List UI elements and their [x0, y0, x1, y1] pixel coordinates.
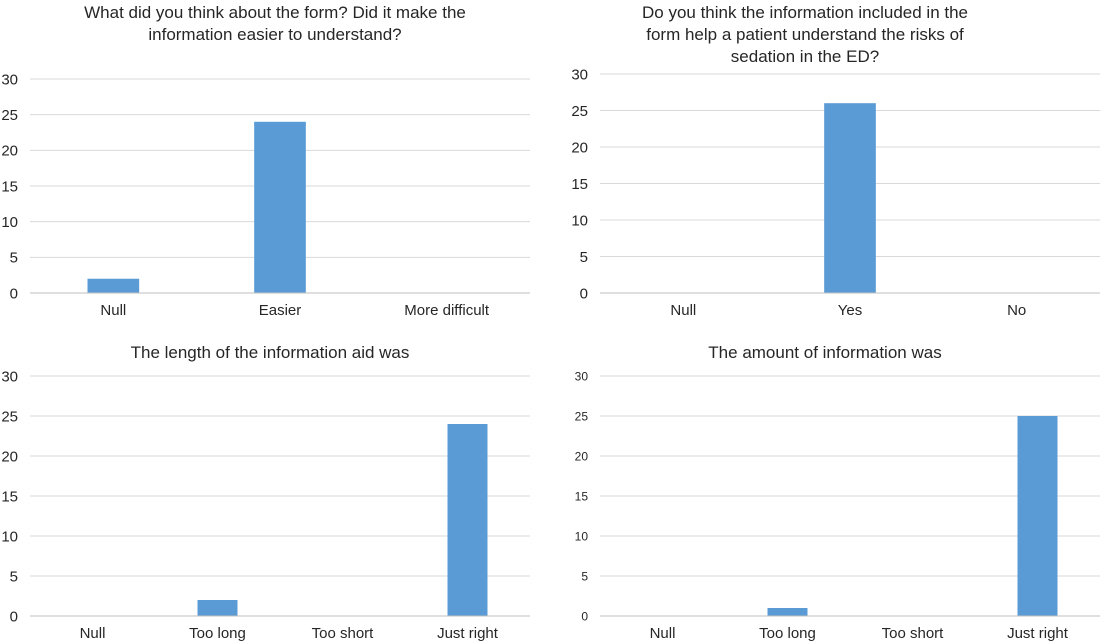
chart-form-understanding: What did you think about the form? Did i… — [0, 0, 545, 325]
y-tick-label: 25 — [1, 107, 18, 124]
y-tick-label: 15 — [575, 489, 589, 503]
y-tick-label: 10 — [571, 212, 588, 229]
x-tick-label: Too long — [759, 625, 816, 642]
y-tick-label: 30 — [1, 368, 18, 385]
x-tick-label: Just right — [437, 625, 499, 642]
y-tick-label: 15 — [1, 178, 18, 195]
y-tick-label: 25 — [1, 408, 18, 425]
y-tick-label: 15 — [1, 488, 18, 505]
y-tick-label: 20 — [571, 139, 588, 156]
x-tick-label: Null — [100, 302, 126, 319]
chart-title: What did you think about the form? Did i… — [84, 3, 466, 44]
chart-length-of-aid: The length of the information aid was 0 5… — [0, 330, 545, 644]
chart-plot: 0 5 10 15 20 25 30 Null Easier More difficult — [1, 71, 530, 319]
y-tick-label: 0 — [580, 285, 588, 302]
bar — [447, 424, 488, 616]
y-tick-label: 20 — [1, 143, 18, 160]
y-tick-label: 30 — [575, 369, 589, 383]
bar — [824, 103, 876, 293]
x-tick-label: Too short — [312, 625, 375, 642]
y-tick-label: 5 — [581, 569, 588, 583]
bar — [767, 608, 808, 616]
y-tick-label: 0 — [581, 609, 588, 623]
y-tick-label: 20 — [575, 449, 589, 463]
chart-plot: 0 5 10 15 20 25 30 Null Too long Too short Just ri… — [1, 368, 530, 642]
x-tick-label: Easier — [259, 302, 302, 319]
chart-amount-of-information: The amount of information was 0 5 10 15 20 25… — [555, 330, 1100, 644]
chart-title: The length of the information aid was — [130, 343, 410, 362]
y-tick-label: 5 — [580, 249, 588, 266]
chart-title: The amount of information was — [708, 343, 942, 362]
bar — [197, 600, 238, 616]
y-tick-label: 30 — [571, 66, 588, 83]
chart-risks-understanding: Do you think the information included in… — [555, 0, 1100, 325]
y-tick-label: 25 — [575, 409, 589, 423]
chart-title: Do you think the information included in… — [641, 3, 969, 66]
x-tick-label: Null — [650, 625, 676, 642]
y-tick-label: 5 — [10, 568, 18, 585]
y-tick-label: 25 — [571, 103, 588, 120]
bar — [254, 121, 306, 293]
x-tick-label: Just right — [1007, 625, 1069, 642]
y-tick-label: 20 — [1, 448, 18, 465]
x-tick-label: More difficult — [404, 302, 490, 319]
y-tick-label: 0 — [10, 608, 18, 625]
x-tick-label: Null — [670, 302, 696, 319]
y-tick-label: 30 — [1, 71, 18, 88]
chart-plot: 0 5 10 15 20 25 30 Null Too long Too short Just ri… — [575, 369, 1100, 642]
y-tick-label: 10 — [1, 528, 18, 545]
x-tick-label: Null — [80, 625, 106, 642]
bar — [1017, 416, 1058, 616]
y-tick-label: 15 — [571, 176, 588, 193]
y-tick-label: 10 — [575, 529, 589, 543]
x-tick-label: Too short — [882, 625, 945, 642]
x-tick-label: Too long — [189, 625, 246, 642]
y-tick-label: 5 — [10, 250, 18, 267]
chart-plot: 0 5 10 15 20 25 30 Null Yes No — [571, 66, 1100, 319]
y-tick-label: 10 — [1, 214, 18, 231]
y-tick-label: 0 — [10, 285, 18, 302]
bar — [87, 278, 140, 293]
x-tick-label: Yes — [838, 302, 862, 319]
x-tick-label: No — [1007, 302, 1026, 319]
